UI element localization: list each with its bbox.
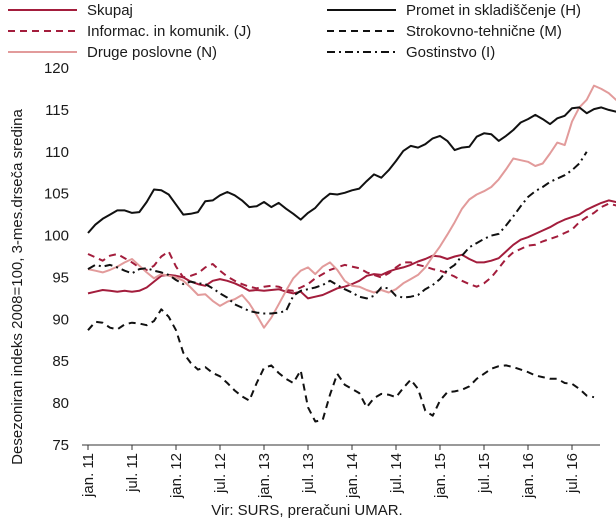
y-axis-ticks: 75 80 85 90 95 100 105 110 115 120 bbox=[44, 60, 69, 454]
legend-label-2: Druge poslovne (N) bbox=[87, 44, 217, 61]
legend-label-0: Skupaj bbox=[87, 2, 133, 19]
x-tick-label: jan. 11 bbox=[80, 453, 97, 498]
y-tick-label: 115 bbox=[45, 102, 69, 119]
x-tick-label: jul. 12 bbox=[212, 453, 229, 494]
y-axis-title: Desezoniran indeks 2008=100, 3-mes.drseč… bbox=[9, 109, 26, 465]
x-tick-label: jul. 16 bbox=[564, 453, 581, 494]
y-tick-label: 100 bbox=[44, 228, 69, 245]
y-tick-label: 105 bbox=[44, 186, 69, 203]
x-tick-label: jan. 12 bbox=[168, 453, 185, 499]
y-tick-label: 90 bbox=[52, 311, 69, 328]
x-tick-label: jan. 13 bbox=[256, 453, 273, 499]
series-lines bbox=[87, 84, 616, 423]
legend-label-3: Promet in skladiščenje (H) bbox=[406, 2, 581, 19]
y-tick-label: 110 bbox=[45, 144, 69, 161]
y-tick-label: 95 bbox=[52, 269, 69, 286]
series-line-4 bbox=[87, 308, 595, 423]
legend-label-1: Informac. in komunik. (J) bbox=[87, 23, 251, 40]
series-line-3 bbox=[87, 106, 616, 234]
x-tick-label: jul. 11 bbox=[124, 453, 141, 493]
x-tick-label: jan. 14 bbox=[344, 453, 361, 499]
x-tick-label: jan. 16 bbox=[520, 453, 537, 499]
x-tick-label: jul. 15 bbox=[476, 453, 493, 494]
y-tick-label: 85 bbox=[52, 353, 69, 370]
x-tick-label: jul. 13 bbox=[300, 453, 317, 494]
x-axis-ticks: jan. 11 jul. 11 jan. 12 jul. 12 jan. 13 jul. … bbox=[80, 445, 581, 499]
legend: Skupaj Informac. in komunik. (J) Druge pos… bbox=[8, 2, 581, 61]
series-line-2 bbox=[87, 84, 616, 329]
x-tick-label: jan. 15 bbox=[432, 453, 449, 499]
y-tick-label: 80 bbox=[52, 395, 69, 412]
y-tick-label: 120 bbox=[44, 60, 69, 77]
y-tick-label: 75 bbox=[52, 437, 69, 454]
legend-label-4: Strokovno-tehnične (M) bbox=[406, 23, 562, 40]
legend-label-5: Gostinstvo (I) bbox=[406, 44, 495, 61]
x-tick-label: jul. 14 bbox=[388, 453, 405, 494]
series-line-0 bbox=[87, 199, 616, 300]
series-line-1 bbox=[87, 202, 616, 292]
source-note: Vir: SURS, preračuni UMAR. bbox=[211, 502, 402, 519]
